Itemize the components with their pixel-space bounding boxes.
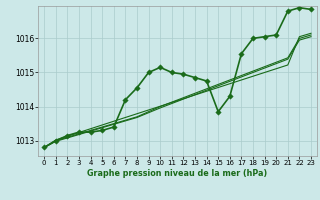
X-axis label: Graphe pression niveau de la mer (hPa): Graphe pression niveau de la mer (hPa) [87, 169, 268, 178]
